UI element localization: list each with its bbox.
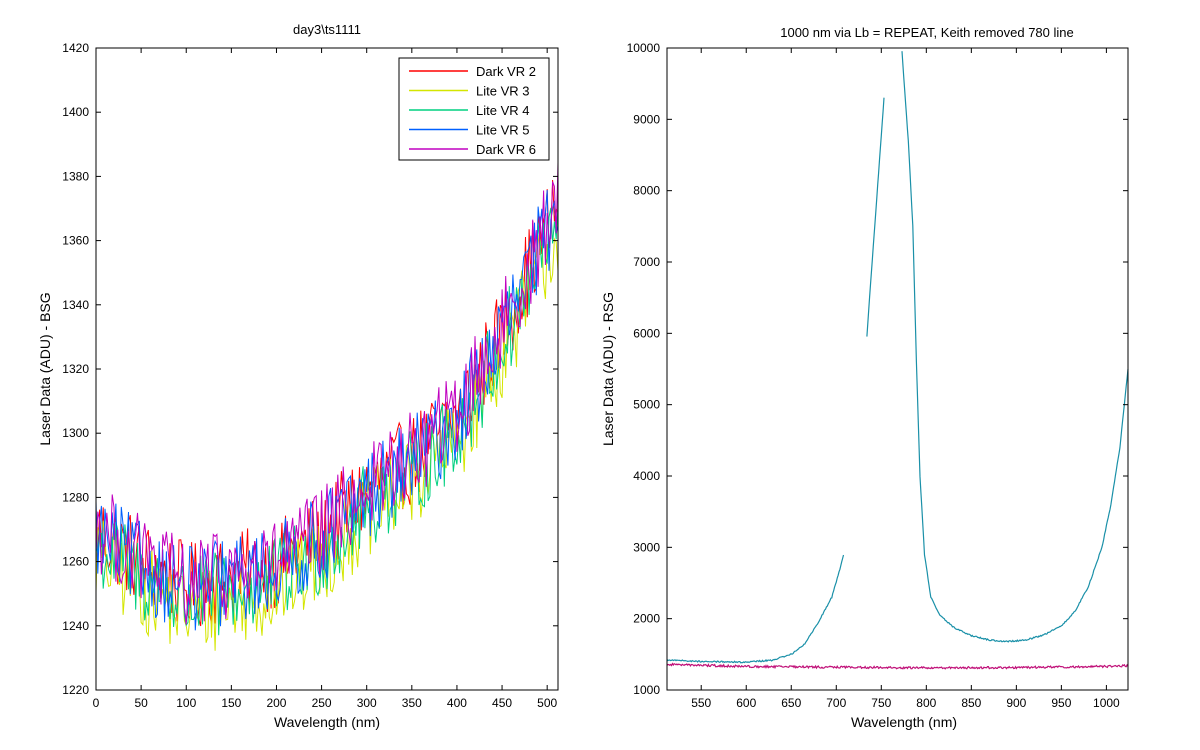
- left-x-tick-label: 300: [357, 696, 377, 710]
- right-x-tick-label: 900: [1006, 696, 1026, 710]
- right-x-tick-label: 750: [871, 696, 891, 710]
- right-y-tick-label: 6000: [633, 326, 660, 340]
- left-series-line: [95, 162, 559, 625]
- legend-label: Dark VR 6: [476, 142, 536, 157]
- left-x-tick-label: 400: [447, 696, 467, 710]
- left-y-tick-label: 1260: [62, 555, 89, 569]
- left-y-tick-label: 1220: [62, 683, 89, 697]
- right-x-tick-label: 1000: [1093, 696, 1120, 710]
- left-y-tick-label: 1300: [62, 426, 89, 440]
- right-axes-box: [666, 47, 1129, 691]
- left-x-tick-label: 100: [176, 696, 196, 710]
- left-ticks: 0 50 100 150 200 250 300 350 400 450 500 1220 1240 12…: [62, 41, 558, 710]
- right-y-tick-label: 3000: [633, 540, 660, 554]
- right-y-tick-label: 2000: [633, 612, 660, 626]
- right-y-axis-label: Laser Data (ADU) - RSG: [600, 292, 616, 446]
- legend-box: [398, 57, 550, 161]
- left-y-tick-label: 1340: [62, 298, 89, 312]
- right-x-tick-label: 950: [1051, 696, 1071, 710]
- left-y-tick-label: 1240: [62, 619, 89, 633]
- right-chart-title: 1000 nm via Lb = REPEAT, Keith removed 7…: [780, 25, 1074, 40]
- left-x-tick-label: 350: [402, 696, 422, 710]
- right-series-line: [866, 97, 885, 337]
- left-y-tick-label: 1360: [62, 234, 89, 248]
- right-x-tick-label: 800: [916, 696, 936, 710]
- left-x-tick-label: 200: [266, 696, 286, 710]
- left-x-axis-label: Wavelength (nm): [274, 714, 380, 730]
- right-y-tick-label: 1000: [633, 683, 660, 697]
- right-series-line: [666, 554, 845, 664]
- legend-label: Lite VR 5: [476, 123, 529, 138]
- left-y-tick-label: 1320: [62, 362, 89, 376]
- left-series-lines: [95, 162, 559, 651]
- right-ticks: 550 600 650 700 750 800 850 900 950 1000 1000 2000 3…: [627, 41, 1128, 710]
- left-y-axis-label: Laser Data (ADU) - BSG: [37, 292, 53, 445]
- left-x-tick-label: 450: [492, 696, 512, 710]
- left-chart: 0 50 100 150 200 250 300 350 400 450 500 1220 1240 12…: [37, 22, 559, 730]
- left-x-tick-label: 500: [537, 696, 557, 710]
- left-x-tick-label: 0: [93, 696, 100, 710]
- right-x-tick-label: 550: [691, 696, 711, 710]
- right-series-line: [666, 662, 1129, 670]
- right-x-tick-label: 600: [736, 696, 756, 710]
- right-x-tick-label: 700: [826, 696, 846, 710]
- left-x-tick-label: 50: [134, 696, 148, 710]
- left-series-line: [95, 204, 559, 636]
- right-y-tick-label: 5000: [633, 398, 660, 412]
- left-x-tick-label: 150: [221, 696, 241, 710]
- legend-label: Dark VR 2: [476, 64, 536, 79]
- right-series-line: [901, 51, 1129, 643]
- left-chart-title: day3\ts1111: [293, 22, 361, 37]
- right-y-tick-label: 7000: [633, 255, 660, 269]
- right-y-tick-label: 9000: [633, 112, 660, 126]
- right-x-axis-label: Wavelength (nm): [851, 714, 957, 730]
- left-legend: Dark VR 2 Lite VR 3 Lite VR 4 Lite VR 5 Dark…: [398, 57, 550, 161]
- legend-label: Lite VR 4: [476, 103, 529, 118]
- right-series-lines: [666, 51, 1129, 670]
- left-y-tick-label: 1420: [62, 41, 89, 55]
- left-y-tick-label: 1280: [62, 490, 89, 504]
- right-y-tick-label: 4000: [633, 469, 660, 483]
- right-y-tick-label: 8000: [633, 184, 660, 198]
- right-y-tick-label: 10000: [627, 41, 661, 55]
- left-x-tick-label: 250: [312, 696, 332, 710]
- right-chart: 550 600 650 700 750 800 850 900 950 1000 1000 2000 3…: [600, 25, 1129, 730]
- right-plot-area: [667, 48, 1128, 690]
- legend-label: Lite VR 3: [476, 84, 529, 99]
- left-y-tick-label: 1380: [62, 169, 89, 183]
- left-y-tick-label: 1400: [62, 105, 89, 119]
- right-x-tick-label: 850: [961, 696, 981, 710]
- right-x-tick-label: 650: [781, 696, 801, 710]
